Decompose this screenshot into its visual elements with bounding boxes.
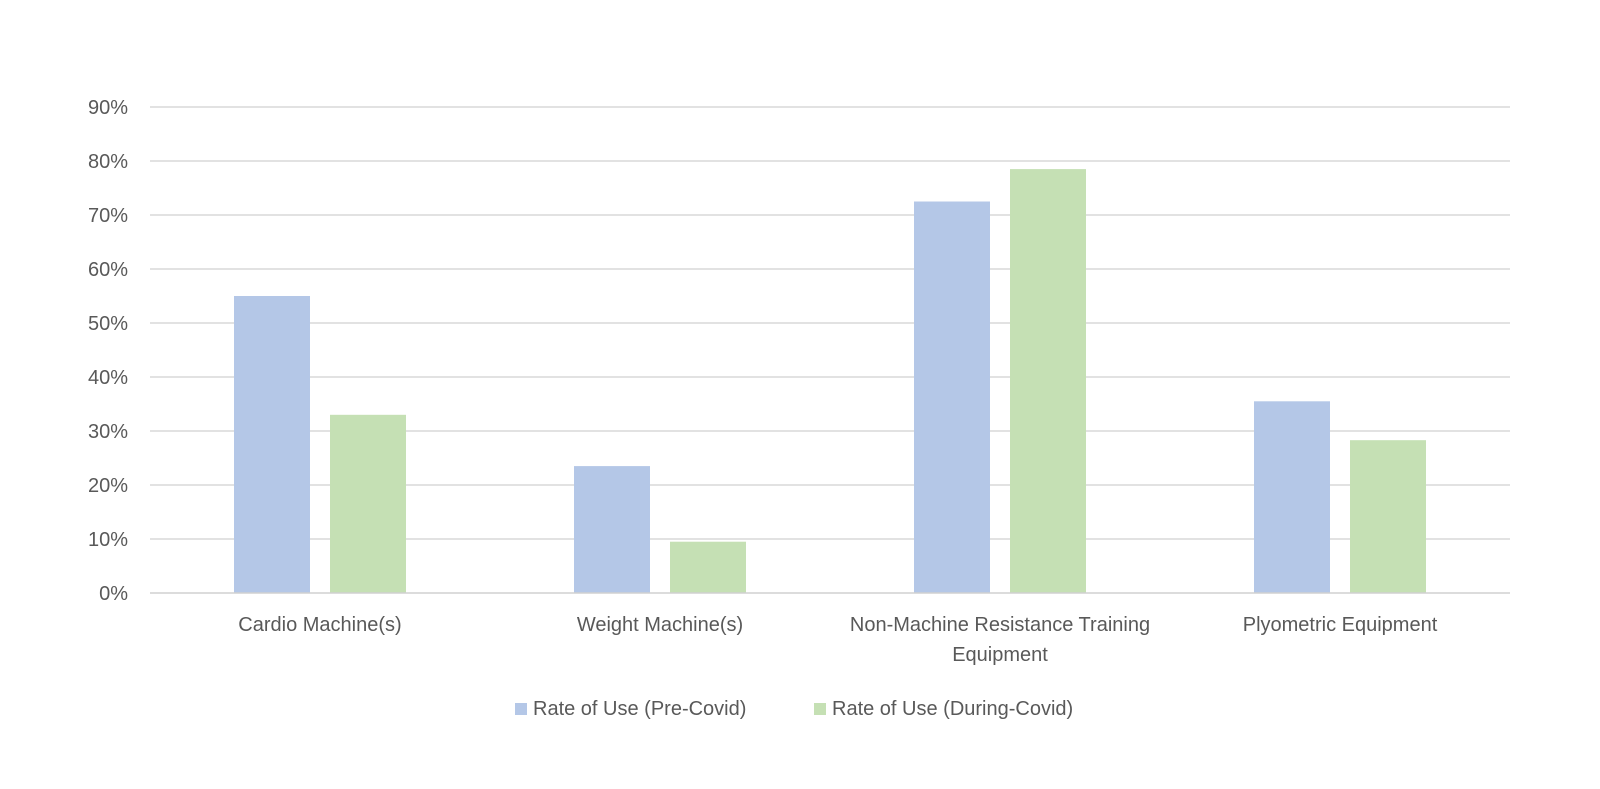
bar-pre-covid xyxy=(914,201,990,593)
x-category-label: Weight Machine(s) xyxy=(577,614,743,636)
legend-swatch xyxy=(814,703,826,715)
bar-during-covid xyxy=(1010,169,1086,593)
bar-pre-covid xyxy=(234,296,310,593)
y-tick-label: 20% xyxy=(88,475,128,497)
y-tick-label: 60% xyxy=(88,259,128,281)
bars xyxy=(234,169,1426,593)
bar-pre-covid xyxy=(574,466,650,593)
y-tick-label: 40% xyxy=(88,367,128,389)
legend-label: Rate of Use (During-Covid) xyxy=(832,698,1073,720)
x-category-label: Plyometric Equipment xyxy=(1243,614,1438,636)
bar-pre-covid xyxy=(1254,401,1330,593)
x-category-label: Non-Machine Resistance Training Equipment xyxy=(850,614,1150,666)
y-tick-label: 0% xyxy=(99,583,128,605)
bar-during-covid xyxy=(670,541,746,593)
legend: Rate of Use (Pre-Covid) Rate of Use (Duri… xyxy=(515,698,1073,720)
x-category-label: Cardio Machine(s) xyxy=(238,614,401,636)
bar-during-covid xyxy=(1350,440,1426,593)
y-tick-label: 30% xyxy=(88,421,128,443)
y-tick-label: 70% xyxy=(88,205,128,227)
legend-label: Rate of Use (Pre-Covid) xyxy=(533,698,746,720)
x-axis-category-labels: Cardio Machine(s) Weight Machine(s) Non-Ma… xyxy=(238,614,1437,666)
bar-during-covid xyxy=(330,414,406,593)
legend-swatch xyxy=(515,703,527,715)
y-tick-label: 80% xyxy=(88,151,128,173)
y-tick-label: 10% xyxy=(88,529,128,551)
y-axis-tick-labels: 0% 10% 20% 30% 40% 50% 60% 70% 80% 90% xyxy=(88,97,128,605)
y-tick-label: 50% xyxy=(88,313,128,335)
y-tick-label: 90% xyxy=(88,97,128,119)
